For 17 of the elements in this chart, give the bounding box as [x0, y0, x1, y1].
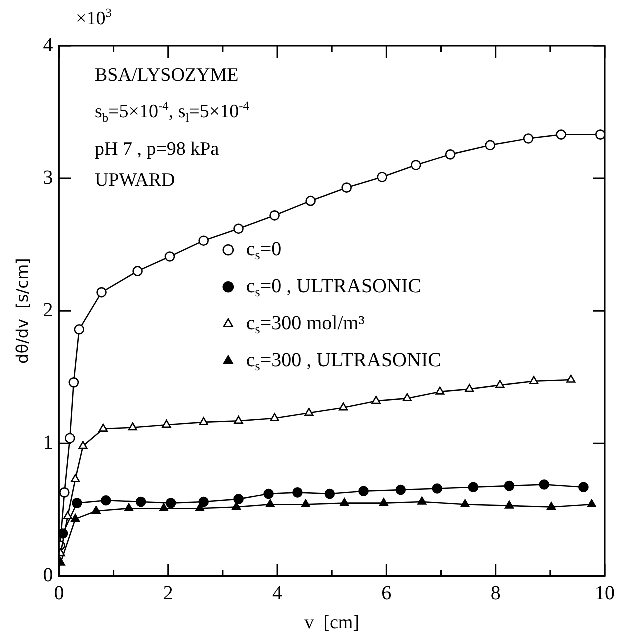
y-tick-label: 2 — [43, 299, 54, 322]
x-tick-label: 10 — [595, 582, 615, 604]
annotation: pH 7 , p=98 kPa — [95, 138, 220, 162]
x-axis-title: v [cm] — [304, 612, 360, 634]
annotation: UPWARD — [95, 169, 176, 194]
y-tick-label: 4 — [43, 34, 54, 56]
y-tick-label: 1 — [43, 432, 54, 454]
y-axis-title: dθ/dv [s/cm] — [12, 258, 32, 364]
annotation: BSA/LYSOZYME — [95, 64, 240, 88]
y-tick-label: 3 — [43, 166, 54, 189]
x-tick-label: 8 — [490, 582, 501, 604]
annotation: s$_{b}$=5×10$^{-4}$, s$_{l}$=5×10$^{-4}$ — [95, 98, 250, 128]
x-tick-label: 4 — [272, 582, 283, 604]
text: ×10$^{3}$ — [76, 6, 112, 30]
x-tick-label: 2 — [163, 582, 174, 604]
y-tick-label: 0 — [43, 564, 54, 586]
x-tick-label: 6 — [382, 582, 392, 604]
